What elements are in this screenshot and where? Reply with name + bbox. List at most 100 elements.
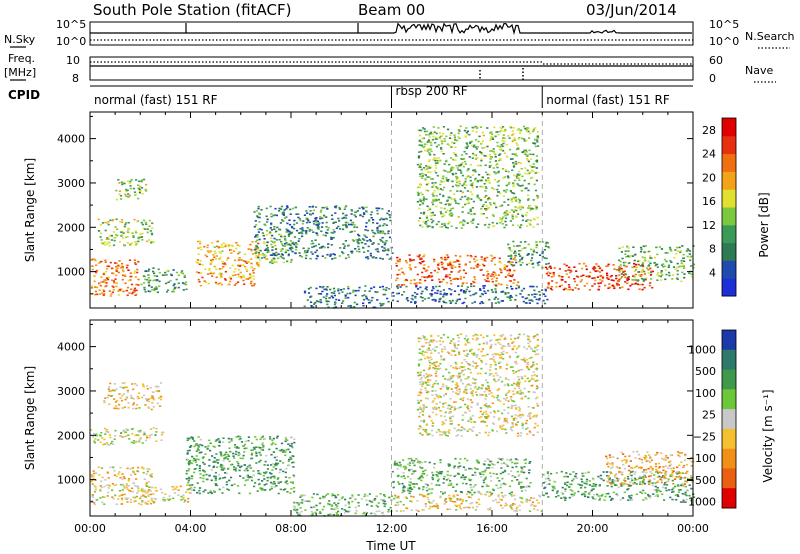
data-cell	[126, 497, 129, 500]
data-cell	[538, 261, 541, 263]
data-cell	[255, 254, 258, 257]
data-cell	[108, 265, 111, 268]
data-cell	[597, 495, 600, 497]
data-cell	[450, 169, 453, 172]
data-cell	[127, 279, 130, 282]
data-cell	[196, 491, 199, 494]
data-cell	[389, 216, 392, 219]
data-cell	[111, 291, 114, 294]
data-cell	[92, 436, 95, 438]
data-cell	[130, 275, 133, 278]
data-cell	[372, 306, 375, 309]
data-cell	[433, 463, 436, 465]
data-cell	[386, 297, 389, 300]
data-cell	[582, 262, 585, 265]
data-cell	[494, 274, 497, 276]
data-cell	[536, 262, 539, 264]
data-cell	[148, 268, 151, 271]
data-cell	[501, 139, 504, 142]
data-cell	[683, 276, 686, 279]
data-cell	[125, 484, 128, 487]
data-cell	[478, 492, 481, 494]
data-cell	[615, 275, 618, 277]
data-cell	[431, 138, 434, 141]
data-cell	[376, 209, 379, 212]
date-label: 03/Jun/2014	[586, 1, 677, 19]
data-cell	[681, 484, 684, 487]
data-cell	[471, 126, 474, 129]
data-cell	[676, 494, 679, 496]
data-cell	[438, 281, 442, 283]
data-cell	[289, 208, 292, 211]
data-cell	[113, 484, 116, 487]
data-cell	[254, 247, 257, 249]
data-cell	[140, 283, 143, 286]
data-cell	[259, 259, 262, 261]
data-cell	[530, 285, 533, 288]
data-cell	[498, 146, 501, 148]
data-cell	[443, 214, 446, 217]
data-cell	[436, 266, 439, 269]
data-cell	[596, 270, 599, 272]
data-cell	[308, 500, 311, 503]
data-cell	[221, 250, 224, 252]
data-cell	[398, 260, 401, 263]
data-cell	[467, 197, 470, 200]
data-cell	[135, 293, 138, 295]
data-cell	[256, 255, 259, 257]
data-cell	[576, 284, 579, 286]
data-cell	[547, 282, 550, 284]
data-cell	[342, 212, 345, 215]
data-cell	[452, 486, 455, 488]
data-cell	[273, 481, 276, 483]
data-cell	[130, 394, 133, 397]
colorbar-tick-label: 16	[702, 195, 716, 208]
data-cell	[285, 449, 288, 451]
data-cell	[506, 284, 509, 287]
data-cell	[296, 508, 299, 511]
data-cell	[674, 268, 677, 270]
data-cell	[215, 255, 218, 257]
data-cell	[111, 440, 114, 443]
data-cell	[133, 442, 136, 444]
data-cell	[376, 505, 379, 508]
data-cell	[419, 224, 422, 227]
data-cell	[398, 461, 401, 464]
data-cell	[257, 262, 260, 264]
data-cell	[424, 149, 427, 152]
data-cell	[525, 486, 528, 488]
data-cell	[503, 226, 506, 229]
data-cell	[436, 475, 439, 478]
data-cell	[137, 392, 141, 394]
data-cell	[229, 276, 232, 279]
data-cell	[110, 442, 113, 445]
data-cell	[134, 230, 137, 233]
data-cell	[637, 279, 640, 281]
data-cell	[500, 149, 503, 151]
data-cell	[210, 479, 213, 482]
data-cell	[408, 464, 411, 467]
data-cell	[463, 276, 466, 279]
data-cell	[93, 275, 96, 277]
data-cell	[514, 476, 517, 478]
data-cell	[676, 278, 679, 281]
data-cell	[427, 297, 430, 299]
data-cell	[174, 286, 177, 289]
data-cell	[381, 304, 384, 306]
data-cell	[130, 441, 133, 444]
data-cell	[498, 257, 501, 260]
data-cell	[186, 453, 189, 455]
data-cell	[141, 466, 144, 469]
data-cell	[529, 171, 532, 174]
data-cell	[516, 506, 519, 508]
data-cell	[425, 183, 428, 186]
data-cell	[480, 159, 483, 162]
data-cell	[237, 281, 240, 283]
data-cell	[292, 455, 295, 458]
data-cell	[419, 296, 423, 298]
data-cell	[640, 477, 643, 479]
data-cell	[103, 443, 106, 445]
data-cell	[285, 230, 288, 233]
data-cell	[395, 279, 398, 282]
data-cell	[336, 505, 339, 508]
